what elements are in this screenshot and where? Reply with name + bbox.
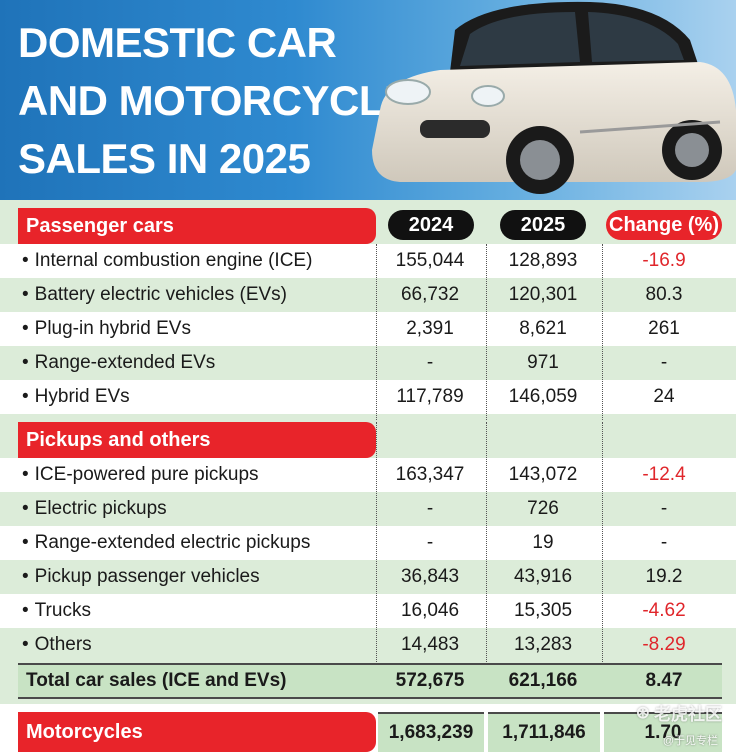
row-label: ICE-powered pure pickups xyxy=(34,464,259,485)
value-change: 19.2 xyxy=(645,566,683,587)
car-image xyxy=(372,1,736,194)
watermark-subtext: @于见专栏 xyxy=(662,735,718,747)
page-title: DOMESTIC CAR AND MOTORCYCLE SALES IN 202… xyxy=(18,14,412,188)
section-pickups-and-others: Pickups and others xyxy=(18,422,376,458)
value-2025: 128,893 xyxy=(508,250,578,271)
value-2024: 155,044 xyxy=(395,250,465,271)
value-change: 24 xyxy=(653,386,675,407)
total-label: Total car sales (ICE and EVs) xyxy=(26,670,287,691)
table-row: • Hybrid EVs 117,789 146,059 24 xyxy=(0,380,736,414)
title-line-1: DOMESTIC CAR xyxy=(18,19,337,66)
header-banner: DOMESTIC CAR AND MOTORCYCLE SALES IN 202… xyxy=(0,0,736,200)
value-2024: - xyxy=(426,532,434,553)
table-row: • Trucks 16,046 15,305 -4.62 xyxy=(0,594,736,628)
row-label: Others xyxy=(34,634,92,655)
title-line-3: SALES IN 2025 xyxy=(18,135,311,182)
value-2025: 13,283 xyxy=(513,634,573,655)
section-passenger-cars: Passenger cars xyxy=(18,208,376,244)
table-row: • Plug-in hybrid EVs 2,391 8,621 261 xyxy=(0,312,736,346)
column-divider xyxy=(376,422,377,662)
total-2025: 621,166 xyxy=(508,670,578,691)
motorcycles-row: Motorcycles 1,683,239 1,711,846 1.70 xyxy=(0,704,736,756)
table-row: • Range-extended electric pickups - 19 - xyxy=(0,526,736,560)
value-change: - xyxy=(660,532,668,553)
value-2025: 120,301 xyxy=(508,284,578,305)
table-row: • Range-extended EVs - 971 - xyxy=(0,346,736,380)
column-divider xyxy=(486,422,487,662)
column-divider xyxy=(376,244,377,420)
column-divider xyxy=(486,244,487,420)
value-change: - xyxy=(660,498,668,519)
motorcycles-2024: 1,683,239 xyxy=(378,712,484,752)
value-change: 261 xyxy=(648,318,680,339)
sales-table: Passenger cars 2024 2025 Change (%) • Int… xyxy=(0,200,736,756)
value-2025: 971 xyxy=(527,352,559,373)
value-2025: 8,621 xyxy=(519,318,567,339)
value-change: -8.29 xyxy=(642,634,686,655)
row-label: Range-extended electric pickups xyxy=(34,532,311,553)
value-2024: 14,483 xyxy=(400,634,460,655)
watermark-text: 老虎社区 xyxy=(654,705,722,724)
value-2024: 117,789 xyxy=(396,386,464,407)
row-label: Plug-in hybrid EVs xyxy=(34,318,191,339)
value-change: - xyxy=(660,352,668,373)
total-row: Total car sales (ICE and EVs) 572,675 62… xyxy=(18,663,722,699)
column-header-change: Change (%) xyxy=(606,210,722,240)
section-motorcycles: Motorcycles xyxy=(18,712,376,752)
watermark-logo-icon: ⊛ xyxy=(635,702,650,722)
value-change: 80.3 xyxy=(645,284,683,305)
table-row: • Electric pickups - 726 - xyxy=(0,492,736,526)
motorcycles-2025: 1,711,846 xyxy=(488,712,600,752)
value-change: -12.4 xyxy=(642,464,686,485)
column-header-2025: 2025 xyxy=(500,210,586,240)
value-2024: 16,046 xyxy=(400,600,460,621)
table-row: • ICE-powered pure pickups 163,347 143,07… xyxy=(0,458,736,492)
value-2024: - xyxy=(426,498,434,519)
column-divider xyxy=(602,422,603,662)
value-change: -4.62 xyxy=(642,600,686,621)
row-label: Internal combustion engine (ICE) xyxy=(34,250,313,271)
motorcycles-change: 1.70 xyxy=(604,712,722,752)
row-label: Electric pickups xyxy=(34,498,167,519)
value-2025: 43,916 xyxy=(513,566,573,587)
value-2025: 146,059 xyxy=(508,386,578,407)
table-row: • Internal combustion engine (ICE) 155,04… xyxy=(0,244,736,278)
row-label: Hybrid EVs xyxy=(34,386,130,407)
row-label: Pickup passenger vehicles xyxy=(34,566,260,587)
title-line-2: AND MOTORCYCLE xyxy=(18,77,412,124)
row-label: Battery electric vehicles (EVs) xyxy=(34,284,288,305)
value-2024: 66,732 xyxy=(400,284,460,305)
value-2025: 143,072 xyxy=(508,464,578,485)
row-label: Range-extended EVs xyxy=(34,352,216,373)
value-2025: 15,305 xyxy=(513,600,573,621)
table-row: • Battery electric vehicles (EVs) 66,732 … xyxy=(0,278,736,312)
row-label: Trucks xyxy=(34,600,91,621)
value-2024: 163,347 xyxy=(395,464,465,485)
watermark: ⊛ 老虎社区 xyxy=(636,700,722,725)
table-row: • Pickup passenger vehicles 36,843 43,916… xyxy=(0,560,736,594)
total-2024: 572,675 xyxy=(395,670,465,691)
column-header-2024: 2024 xyxy=(388,210,474,240)
column-divider xyxy=(602,244,603,420)
value-2024: 2,391 xyxy=(406,318,454,339)
value-2025: 726 xyxy=(527,498,559,519)
table-row: • Others 14,483 13,283 -8.29 xyxy=(0,628,736,662)
value-2025: 19 xyxy=(532,532,554,553)
total-change: 8.47 xyxy=(645,670,683,691)
value-2024: 36,843 xyxy=(400,566,460,587)
value-change: -16.9 xyxy=(642,250,686,271)
value-2024: - xyxy=(426,352,434,373)
